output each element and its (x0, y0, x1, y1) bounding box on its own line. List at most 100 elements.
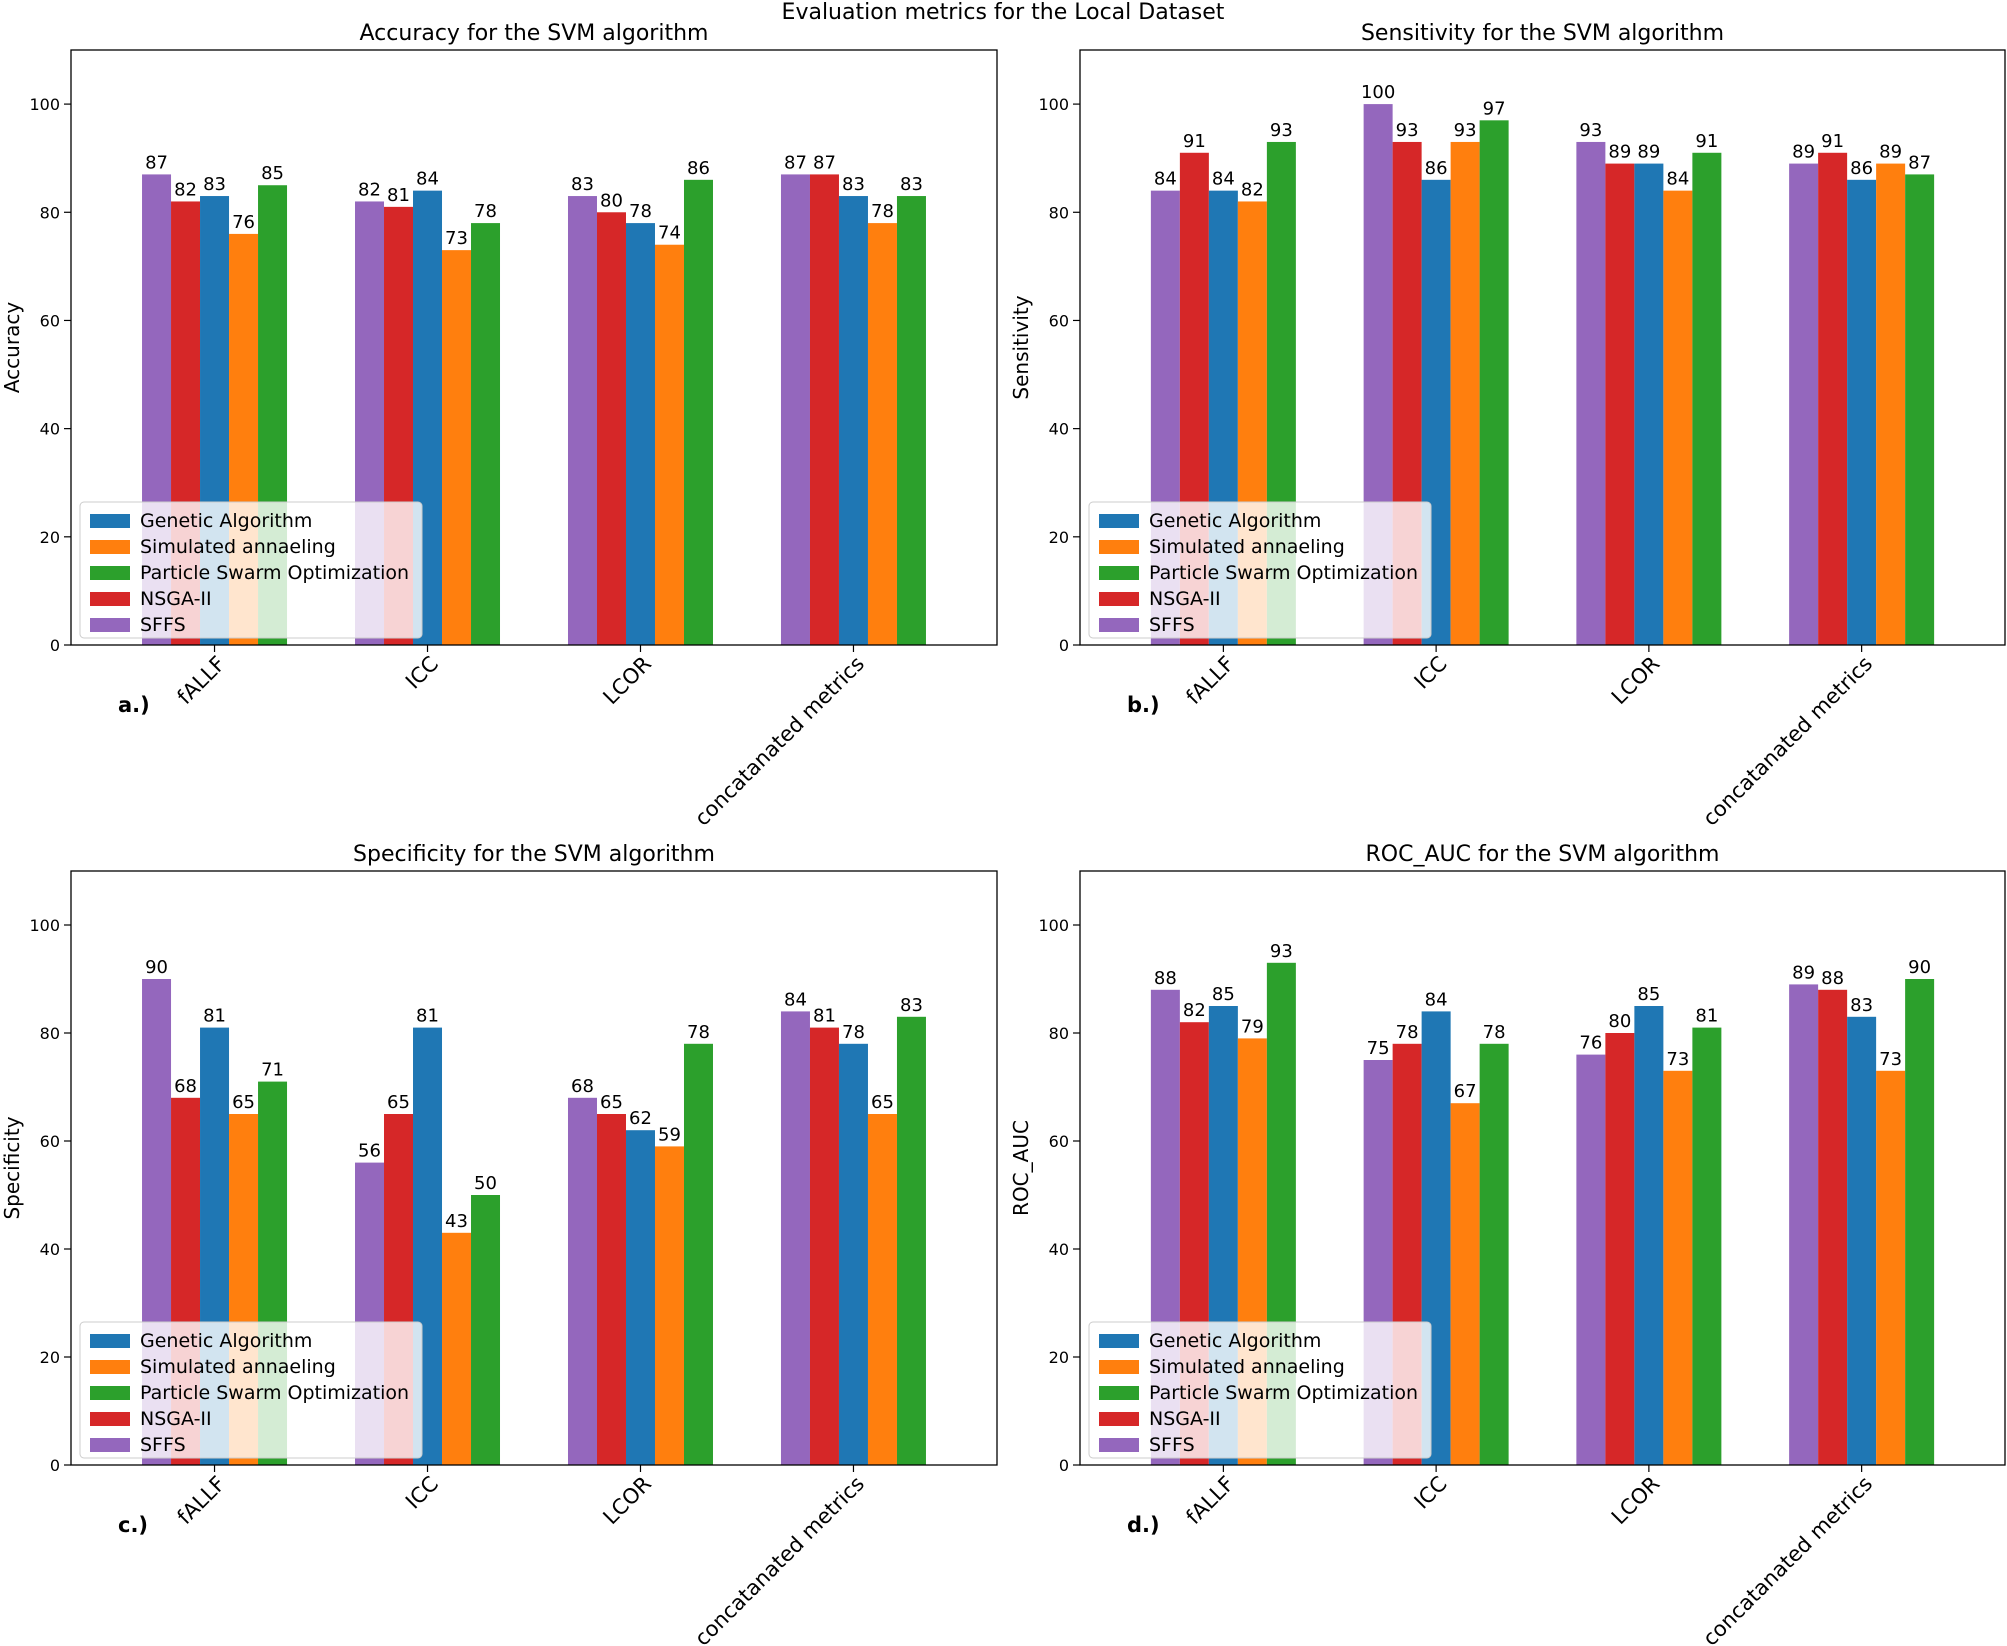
bar-nsga-ii-lcor (1605, 1033, 1635, 1465)
bar-simulated-annaeling-icc (442, 250, 472, 646)
bar-particle-swarm-optimization-lcor (683, 179, 713, 645)
data-label: 91 (1821, 131, 1844, 152)
legend-label: Simulated annaeling (1149, 536, 1345, 558)
data-label: 88 (1821, 968, 1844, 989)
bar-particle-swarm-optimization-concatanated-metrics (896, 196, 926, 645)
legend-label: Particle Swarm Optimization (140, 1382, 409, 1404)
bar-sffs-concatanated-metrics (1789, 163, 1819, 645)
bar-particle-swarm-optimization-concatanated-metrics (1905, 979, 1935, 1465)
chart-panel-1: Sensitivity for the SVM algorithm Sensiti… (1009, 21, 2006, 831)
bar-nsga-ii-concatanated-metrics (1818, 152, 1848, 646)
bar-genetic-algorithm-concatanated-metrics (838, 196, 868, 645)
data-label: 84 (416, 169, 439, 190)
legend-label: Simulated annaeling (140, 536, 336, 558)
legend-swatch-genetic-algorithm (1099, 514, 1139, 528)
bar-genetic-algorithm-concatanated-metrics (1847, 179, 1877, 645)
data-label: 71 (261, 1060, 284, 1081)
y-tick-label: 100 (1038, 916, 1069, 935)
y-axis-label: Specificity (0, 1116, 24, 1219)
data-label: 90 (145, 957, 168, 978)
y-tick-label: 20 (40, 528, 60, 547)
legend-label: Simulated annaeling (1149, 1356, 1345, 1378)
legend-label: Genetic Algorithm (140, 1330, 312, 1352)
legend-swatch-nsga-ii (90, 1412, 130, 1426)
legend-label: NSGA-II (1149, 588, 1221, 610)
data-label: 83 (900, 995, 923, 1016)
y-tick-label: 60 (1049, 311, 1069, 330)
y-tick-label: 60 (40, 1132, 60, 1151)
y-tick-label: 60 (40, 311, 60, 330)
bar-sffs-lcor (567, 1097, 597, 1465)
legend-label: SFFS (140, 614, 186, 636)
data-label: 75 (1367, 1038, 1390, 1059)
data-label: 43 (445, 1211, 468, 1232)
data-label: 90 (1908, 957, 1931, 978)
bar-particle-swarm-optimization-concatanated-metrics (1905, 174, 1935, 645)
data-label: 87 (813, 152, 836, 173)
y-tick-label: 40 (1049, 420, 1069, 439)
y-tick-label: 0 (50, 636, 60, 655)
bar-particle-swarm-optimization-icc (1479, 120, 1509, 646)
bar-sffs-concatanated-metrics (780, 1011, 810, 1465)
bar-particle-swarm-optimization-lcor (683, 1043, 713, 1465)
panel-letter: c.) (118, 1513, 148, 1537)
data-label: 56 (358, 1141, 381, 1162)
data-label: 100 (1361, 82, 1395, 103)
data-label: 79 (1241, 1016, 1264, 1037)
data-label: 80 (1608, 1011, 1631, 1032)
data-label: 81 (813, 1006, 836, 1027)
bar-nsga-ii-lcor (596, 1114, 626, 1465)
legend-swatch-nsga-ii (1099, 1412, 1139, 1426)
data-label: 87 (145, 152, 168, 173)
panel-letter: d.) (1127, 1513, 1160, 1537)
bar-sffs-concatanated-metrics (780, 174, 810, 645)
legend-swatch-particle-swarm-optimization (1099, 566, 1139, 580)
data-label: 86 (1850, 158, 1873, 179)
figure-title: Evaluation metrics for the Local Dataset (782, 0, 1225, 25)
bar-simulated-annaeling-lcor (1663, 1070, 1693, 1465)
data-label: 83 (203, 174, 226, 195)
legend: Genetic Algorithm Simulated annaeling Part… (1088, 501, 1432, 639)
data-label: 78 (629, 201, 652, 222)
data-label: 93 (1454, 120, 1477, 141)
data-label: 50 (474, 1173, 497, 1194)
data-label: 78 (1396, 1022, 1419, 1043)
legend-label: Genetic Algorithm (1149, 510, 1321, 532)
bar-particle-swarm-optimization-lcor (1692, 152, 1722, 646)
y-axis-label: ROC_AUC (1009, 1120, 1033, 1216)
panel-letter: b.) (1127, 693, 1160, 717)
data-label: 97 (1483, 98, 1506, 119)
y-tick-label: 20 (1049, 528, 1069, 547)
data-label: 83 (842, 174, 865, 195)
bar-nsga-ii-concatanated-metrics (809, 174, 839, 645)
chart-title: Sensitivity for the SVM algorithm (1361, 21, 1724, 46)
legend-swatch-sffs (1099, 618, 1139, 632)
bar-simulated-annaeling-concatanated-metrics (867, 1114, 897, 1465)
legend-label: SFFS (140, 1434, 186, 1456)
legend-label: Simulated annaeling (140, 1356, 336, 1378)
legend-label: NSGA-II (140, 588, 212, 610)
data-label: 85 (1212, 984, 1235, 1005)
plot-frame (1079, 870, 2006, 1466)
data-label: 78 (871, 201, 894, 222)
data-label: 86 (1425, 158, 1448, 179)
data-label: 65 (600, 1092, 623, 1113)
bar-simulated-annaeling-icc (1450, 141, 1480, 646)
legend: Genetic Algorithm Simulated annaeling Part… (79, 1321, 423, 1459)
data-label: 84 (784, 989, 807, 1010)
data-label: 80 (600, 190, 623, 211)
legend-swatch-particle-swarm-optimization (1099, 1386, 1139, 1400)
y-tick-label: 80 (1049, 203, 1069, 222)
bar-genetic-algorithm-concatanated-metrics (838, 1043, 868, 1465)
data-label: 68 (571, 1076, 594, 1097)
plot-frame (70, 870, 998, 1466)
data-label: 85 (261, 163, 284, 184)
data-label: 83 (1850, 995, 1873, 1016)
bar-simulated-annaeling-icc (1450, 1103, 1480, 1465)
data-label: 65 (387, 1092, 410, 1113)
data-label: 67 (1454, 1081, 1477, 1102)
legend-swatch-nsga-ii (90, 592, 130, 606)
data-label: 81 (1695, 1006, 1718, 1027)
data-label: 91 (1183, 131, 1206, 152)
